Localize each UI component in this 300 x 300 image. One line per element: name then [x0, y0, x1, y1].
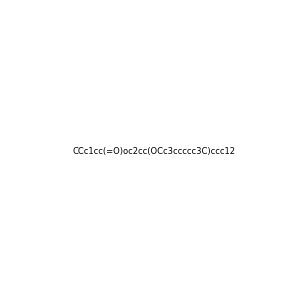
Text: CCc1cc(=O)oc2cc(OCc3ccccc3C)ccc12: CCc1cc(=O)oc2cc(OCc3ccccc3C)ccc12	[72, 147, 235, 156]
